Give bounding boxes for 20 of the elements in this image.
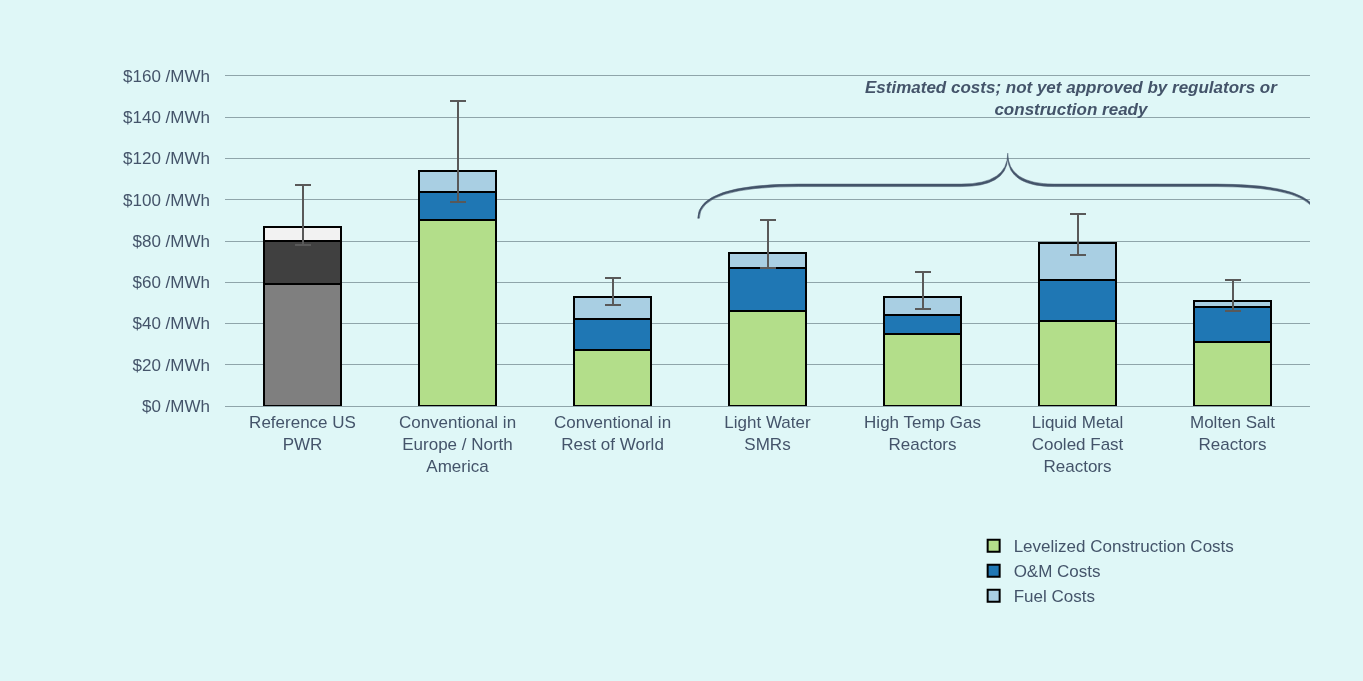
x-tick-label: Conventional in Europe / North America [398, 412, 517, 476]
y-tick-label: $80 /MWh [132, 231, 210, 251]
y-tick-label: $100 /MWh [123, 190, 210, 210]
y-tick-label: $160 /MWh [123, 66, 210, 86]
x-tick-label: Liquid Metal Cooled Fast Reactors [1031, 412, 1124, 476]
x-tick-label: High Temp Gas Reactors [864, 412, 981, 454]
legend-label: Levelized Construction Costs [1013, 537, 1234, 557]
x-tick-label: Molten Salt Reactors [1189, 412, 1276, 454]
x-tick-label: Conventional in Rest of World [553, 412, 672, 454]
y-tick-label: $0 /MWh [141, 396, 210, 416]
legend-label: O&M Costs [1013, 562, 1101, 582]
x-tick-label: Light Water SMRs [724, 412, 811, 454]
annotation: Estimated costs; not yet approved by regulators or construction ready [865, 78, 1279, 120]
legend-label: Fuel Costs [1013, 587, 1095, 607]
y-tick-label: $140 /MWh [123, 108, 210, 128]
y-tick-label: $60 /MWh [132, 273, 210, 293]
y-tick-label: $20 /MWh [132, 355, 210, 375]
x-tick-label: Reference US PWR [249, 412, 356, 454]
y-tick-label: $40 /MWh [132, 314, 210, 334]
y-tick-label: $120 /MWh [123, 149, 210, 169]
